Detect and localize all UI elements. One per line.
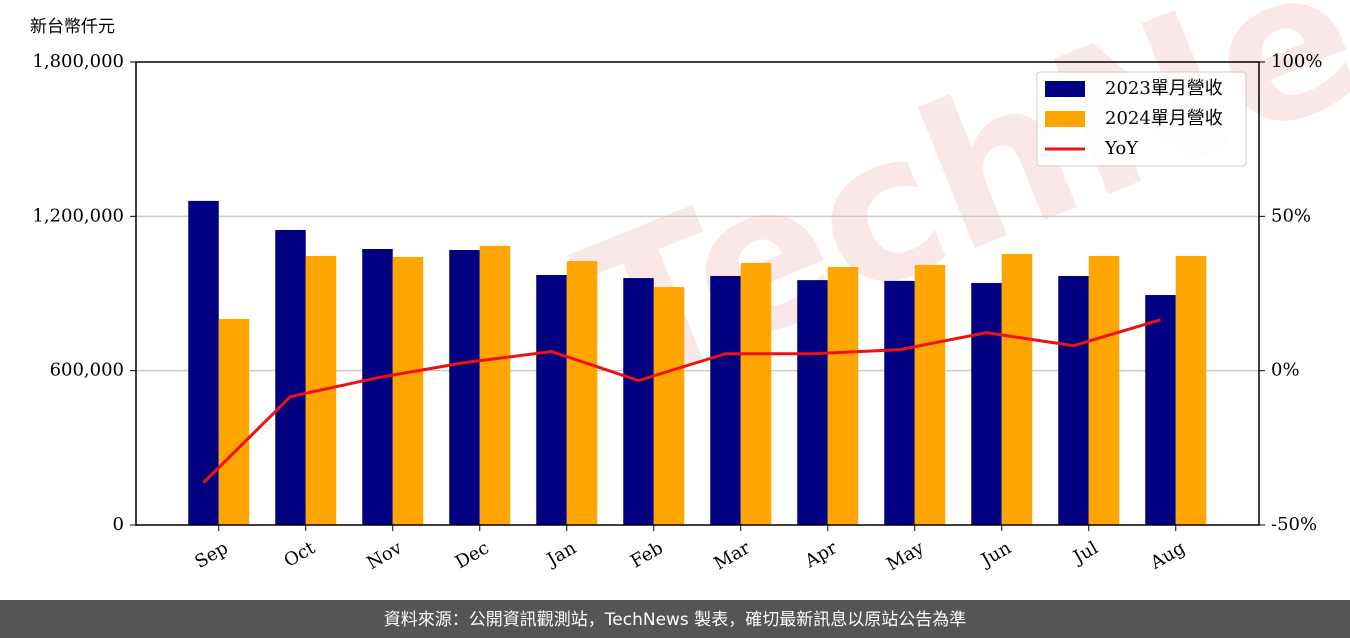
x-tick-label: Jul — [1068, 537, 1102, 569]
bar — [797, 280, 828, 525]
bar — [218, 318, 250, 525]
x-tick-label: Nov — [363, 537, 406, 574]
x-tick-label: Mar — [711, 537, 755, 574]
y2-tick-label: -50% — [1271, 514, 1317, 535]
bar — [740, 262, 772, 525]
y2-tick-label: 50% — [1271, 205, 1311, 226]
bar — [536, 274, 567, 525]
x-tick-label: Oct — [280, 537, 319, 572]
bar — [188, 200, 219, 525]
x-tick-label: Feb — [627, 537, 667, 572]
x-tick-label: Dec — [452, 537, 493, 573]
legend-swatch — [1045, 111, 1085, 127]
bar — [1001, 253, 1033, 526]
bar — [914, 264, 946, 525]
bar — [392, 256, 424, 525]
y-tick-label: 600,000 — [50, 360, 124, 381]
bar — [1058, 276, 1089, 525]
y2-tick-label: 0% — [1271, 360, 1300, 381]
bar — [1145, 295, 1176, 525]
y2-tick-label: 100% — [1271, 51, 1322, 72]
legend-label: 2023單月營收 — [1105, 78, 1223, 99]
footer: 資料來源：公開資訊觀測站，TechNews 製表，確切最新訊息以原站公告為準 — [384, 610, 966, 630]
bar — [884, 280, 915, 525]
bar — [971, 282, 1002, 525]
bar — [1088, 255, 1120, 525]
bar — [1175, 255, 1207, 525]
y-tick-label: 1,800,000 — [32, 51, 124, 72]
y-axis-title: 新台幣仟元 — [30, 17, 115, 37]
x-tick-label: Aug — [1146, 537, 1189, 574]
x-tick-label: Jun — [976, 537, 1015, 572]
bar — [710, 276, 741, 525]
x-tick-label: Jan — [542, 537, 580, 571]
bar — [566, 261, 598, 525]
footer-band — [0, 600, 1350, 638]
line — [202, 318, 1161, 484]
bar — [275, 229, 306, 525]
bar — [449, 250, 480, 525]
y-tick-label: 0 — [113, 514, 124, 535]
legend-label: 2024單月營收 — [1105, 108, 1223, 129]
bar — [479, 245, 511, 526]
bar — [623, 278, 654, 525]
plot-frame — [135, 61, 1260, 526]
legend-swatch — [1045, 81, 1085, 97]
x-tick-label: May — [883, 537, 928, 575]
legend-box — [1036, 71, 1247, 167]
legend-label: YoY — [1104, 138, 1139, 159]
x-tick-label: Sep — [191, 537, 231, 572]
y-tick-label: 1,200,000 — [32, 205, 124, 226]
x-tick-label: Apr — [801, 537, 841, 572]
bar — [653, 287, 685, 525]
bar — [362, 249, 393, 525]
bar — [827, 267, 859, 525]
